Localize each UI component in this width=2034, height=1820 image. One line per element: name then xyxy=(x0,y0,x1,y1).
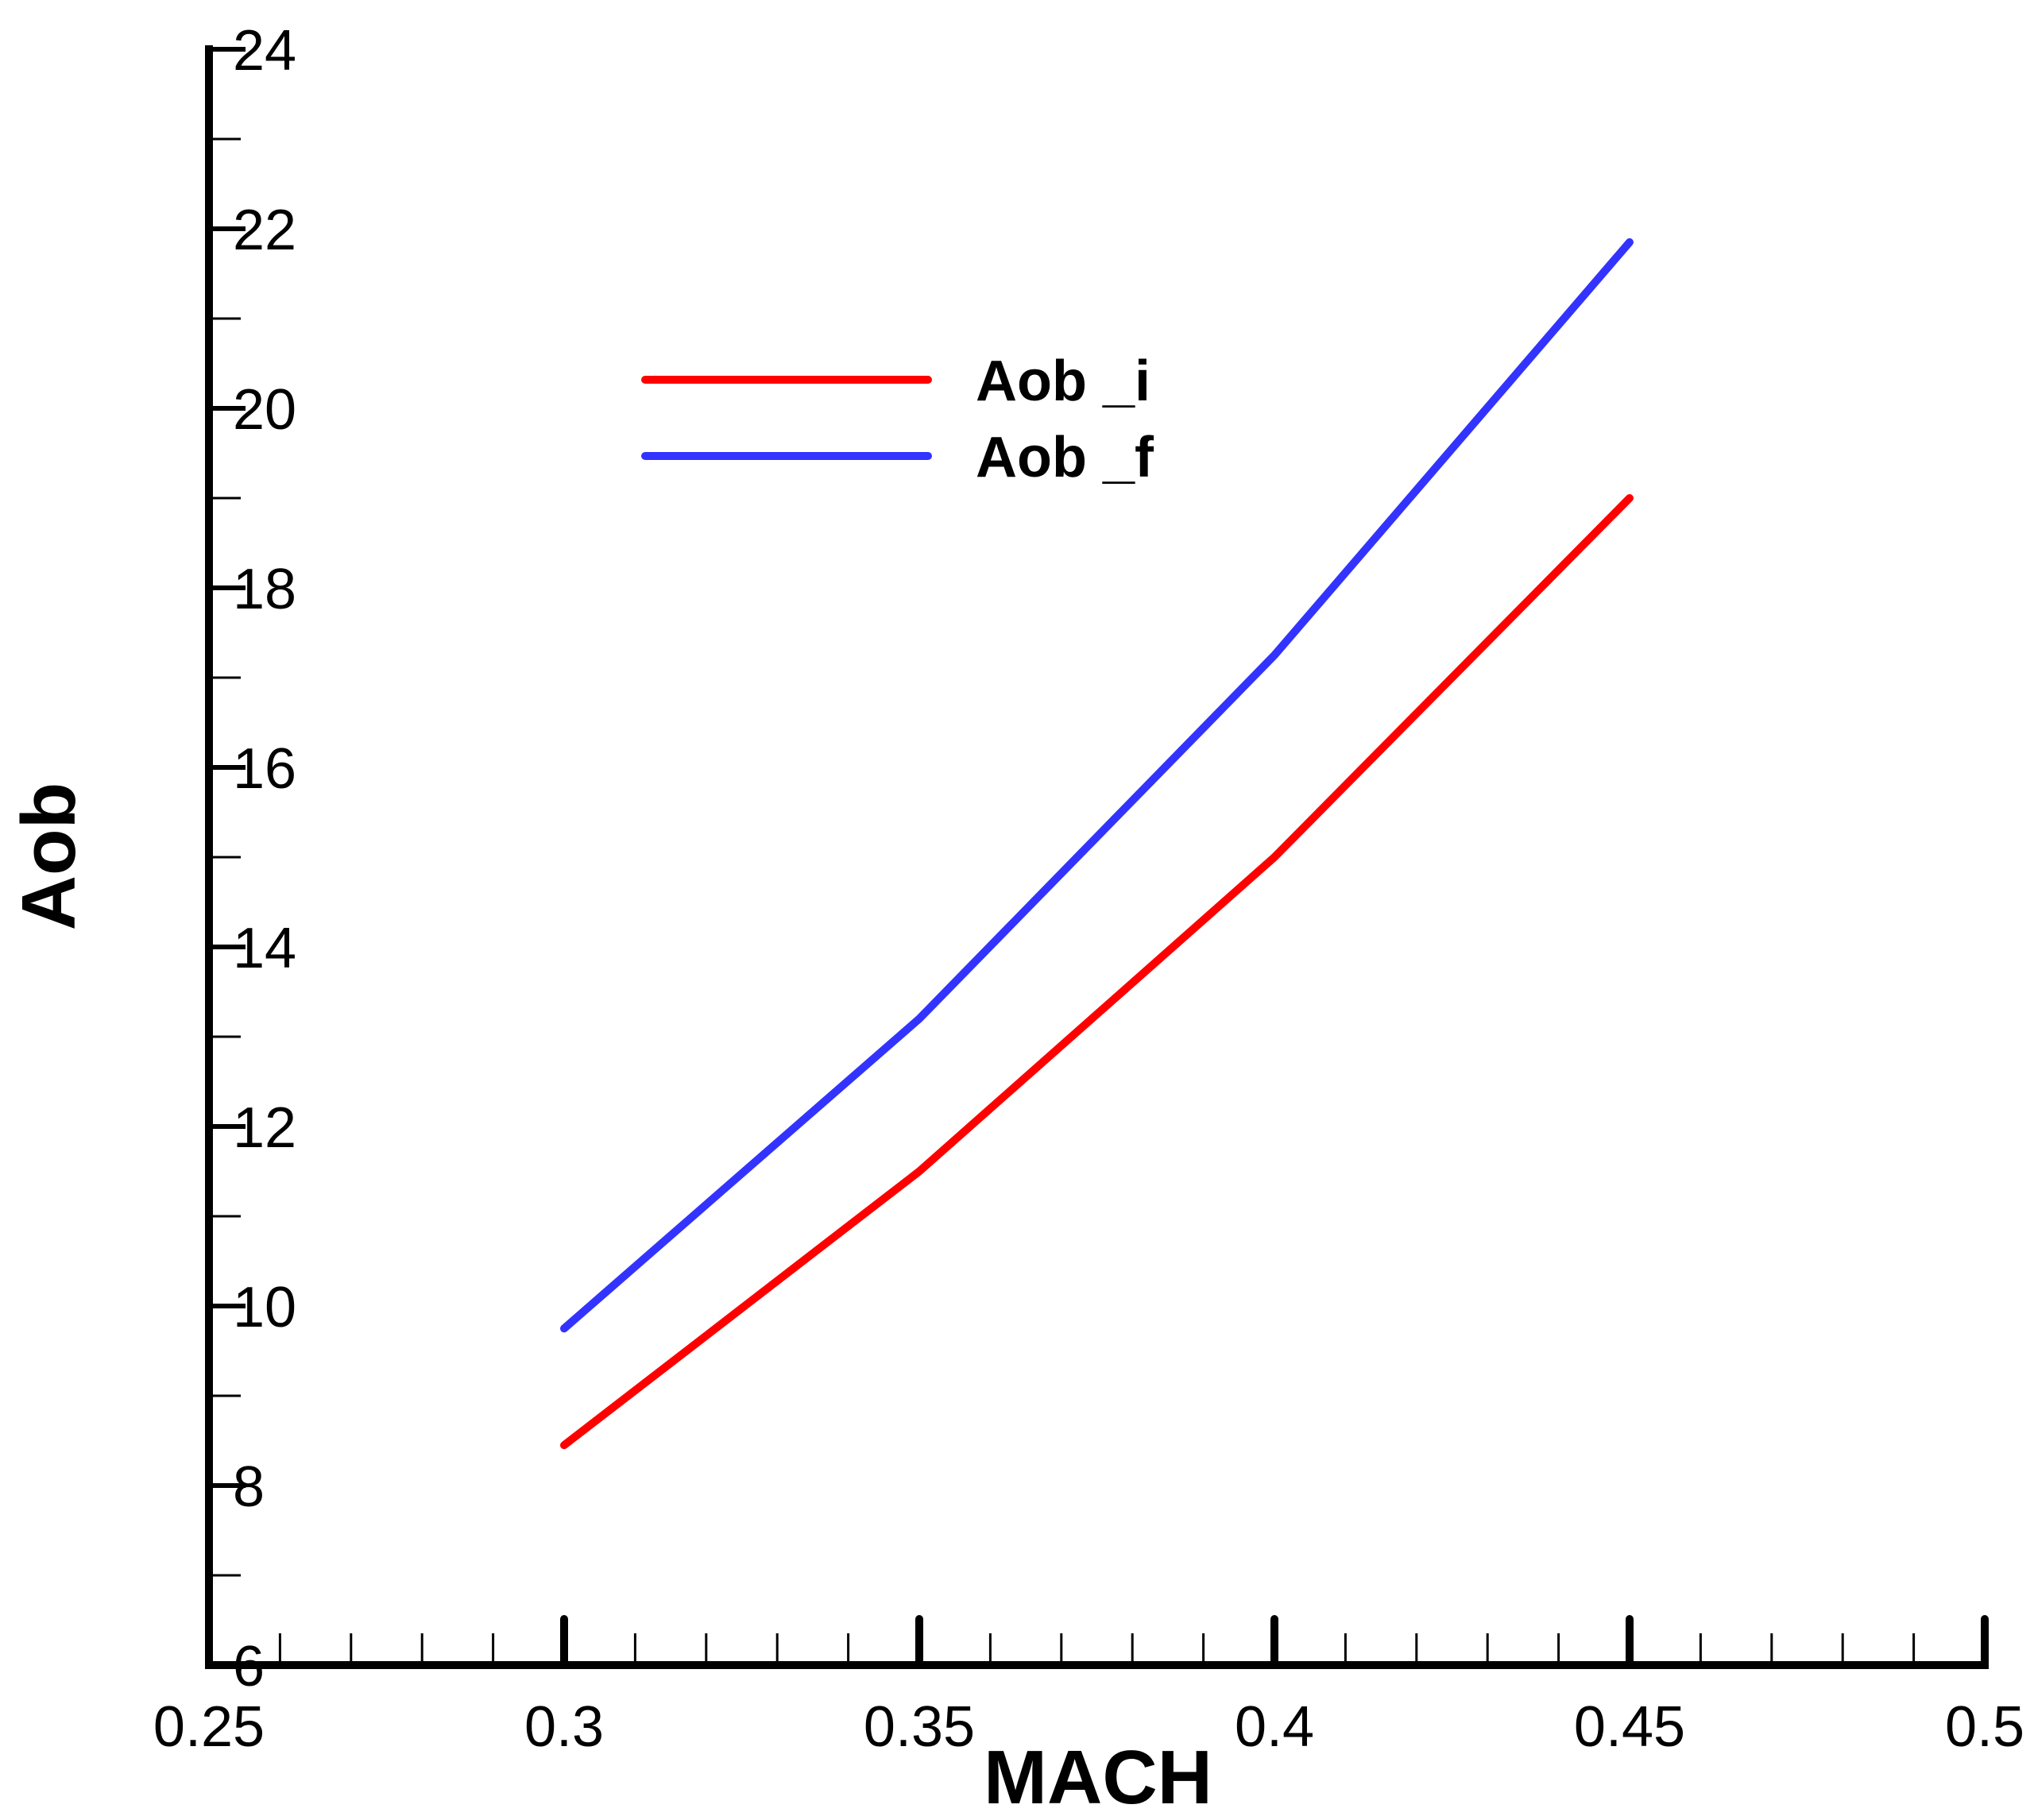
legend-label-1: Aob _f xyxy=(976,426,1154,489)
y-tick-label: 6 xyxy=(233,1635,265,1698)
y-tick-label: 14 xyxy=(233,917,296,980)
series-lines xyxy=(560,238,1634,1450)
y-tick-label: 20 xyxy=(233,378,296,442)
x-tick-label: 0.5 xyxy=(1945,1695,2024,1759)
axes xyxy=(205,45,1989,1669)
series-line-0 xyxy=(560,494,1634,1450)
legend-label-0: Aob _i xyxy=(976,350,1150,413)
series-line-1 xyxy=(560,238,1634,1333)
ticks: 6 8 10 12 14 16 18 20 22 24 0.25 0.3 0.35 0.4 0.45 0.5 xyxy=(153,19,2024,1759)
y-tick-label: 16 xyxy=(233,737,296,801)
y-tick-label: 12 xyxy=(233,1096,296,1160)
y-tick-label: 18 xyxy=(233,558,296,621)
y-axis-title: Aob xyxy=(6,782,91,931)
x-tick-label: 0.4 xyxy=(1235,1695,1314,1759)
y-tick-label: 22 xyxy=(233,199,296,262)
y-tick-label: 8 xyxy=(233,1455,265,1519)
y-tick-label: 24 xyxy=(233,19,296,83)
x-axis-title: MACH xyxy=(984,1735,1212,1820)
x-tick-label: 0.25 xyxy=(153,1695,265,1759)
x-tick-label: 0.3 xyxy=(524,1695,604,1759)
y-tick-label: 10 xyxy=(233,1276,296,1339)
legend: Aob _i Aob _f xyxy=(641,350,1154,489)
x-tick-label: 0.45 xyxy=(1574,1695,1685,1759)
x-tick-label: 0.35 xyxy=(864,1695,975,1759)
